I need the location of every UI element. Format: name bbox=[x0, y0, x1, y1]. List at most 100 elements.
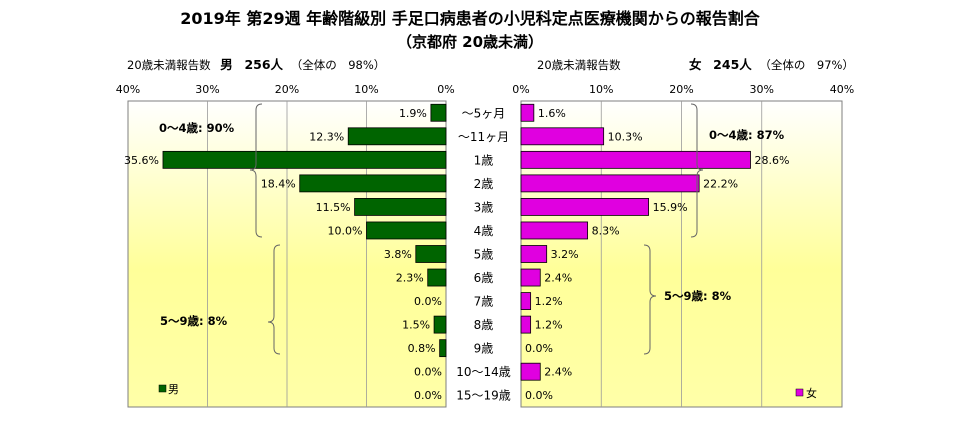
male-bar bbox=[415, 245, 447, 263]
female-legend-label: 女 bbox=[806, 386, 817, 400]
male-bar bbox=[427, 268, 447, 287]
female-bar bbox=[520, 127, 605, 146]
female-data-label: 15.9% bbox=[653, 201, 688, 214]
age-category-label: 1歳 bbox=[474, 153, 494, 167]
age-category-label: 8歳 bbox=[474, 318, 494, 332]
left-header-share: （全体の 98%） bbox=[291, 58, 386, 72]
left-tick-label: 30% bbox=[195, 83, 219, 96]
male-data-label: 0.0% bbox=[414, 295, 442, 308]
age-category-label: 2歳 bbox=[474, 177, 494, 191]
left-header-count: 256人 bbox=[244, 57, 283, 72]
age-category-label: ～11ヶ月 bbox=[458, 130, 509, 144]
female-bar bbox=[520, 245, 548, 263]
female-data-label: 1.2% bbox=[535, 295, 563, 308]
chart-title: 2019年 第29週 年齢階級別 手足口病患者の小児科定点医療機関からの報告割合 bbox=[180, 9, 761, 28]
male-bar bbox=[347, 127, 447, 146]
male-bar bbox=[366, 221, 447, 240]
male-bar bbox=[162, 150, 447, 169]
age-category-label: 4歳 bbox=[474, 224, 494, 238]
male-data-label: 3.8% bbox=[384, 248, 412, 261]
female-bar bbox=[520, 174, 700, 193]
female-legend-swatch bbox=[795, 388, 804, 397]
male-data-label: 0.0% bbox=[414, 389, 442, 402]
left-brace-5-9 bbox=[267, 244, 281, 355]
age-category-label: 5歳 bbox=[474, 248, 494, 262]
age-category-label: 10～14歳 bbox=[456, 365, 511, 379]
male-data-label: 1.9% bbox=[399, 107, 427, 120]
male-data-label: 1.5% bbox=[402, 319, 430, 332]
right-header-share: （全体の 97%） bbox=[759, 58, 854, 72]
female-data-label: 10.3% bbox=[608, 130, 643, 143]
left-header-sex: 男 bbox=[220, 57, 233, 72]
female-data-label: 28.6% bbox=[755, 154, 790, 167]
right-header-count: 245人 bbox=[713, 57, 752, 72]
right-brace-0-4 bbox=[690, 103, 704, 238]
male-legend-swatch bbox=[158, 384, 167, 393]
right-tick-label: 30% bbox=[750, 83, 774, 96]
male-bar bbox=[430, 103, 447, 122]
male-data-label: 12.3% bbox=[309, 130, 344, 143]
male-data-label: 2.3% bbox=[396, 272, 424, 285]
left-brace-0-4 bbox=[249, 103, 263, 238]
female-data-label: 2.4% bbox=[544, 272, 572, 285]
age-category-label: ～5ヶ月 bbox=[462, 106, 506, 120]
female-bar bbox=[520, 150, 751, 169]
female-data-label: 0.0% bbox=[525, 342, 553, 355]
female-data-labels: 1.6% 10.3% 28.6% 22.2% 15.9% 8.3% 3.2% 2.4% 1.2%… bbox=[525, 107, 789, 402]
left-tick-labels: 40% 30% 20% 10% 0% bbox=[116, 83, 455, 96]
left-header-prefix: 20歳未満報告数 bbox=[127, 58, 211, 72]
left-group-label-0-4: 0～4歳: 90% bbox=[159, 121, 235, 135]
age-category-label: 3歳 bbox=[474, 200, 494, 214]
age-category-label: 6歳 bbox=[474, 271, 494, 285]
age-category-label: 15～19歳 bbox=[456, 389, 511, 403]
age-category-labels: ～5ヶ月 ～11ヶ月 1歳 2歳 3歳 4歳 5歳 6歳 7歳 8歳 9歳 10～14歳 15～19歳 bbox=[456, 106, 511, 402]
female-bar bbox=[520, 362, 541, 381]
male-data-label: 11.5% bbox=[316, 201, 351, 214]
right-tick-label: 10% bbox=[589, 83, 613, 96]
right-tick-label: 40% bbox=[830, 83, 854, 96]
male-series bbox=[162, 103, 447, 358]
male-data-label: 35.6% bbox=[124, 154, 159, 167]
female-data-label: 1.2% bbox=[535, 319, 563, 332]
male-bar bbox=[299, 174, 447, 193]
female-bar bbox=[520, 268, 541, 287]
male-data-label: 18.4% bbox=[261, 177, 296, 190]
female-data-label: 2.4% bbox=[544, 366, 572, 379]
left-tick-label: 10% bbox=[354, 83, 378, 96]
female-data-label: 22.2% bbox=[703, 177, 738, 190]
male-bar bbox=[354, 198, 447, 216]
age-category-label: 7歳 bbox=[474, 295, 494, 309]
age-category-label: 9歳 bbox=[474, 342, 494, 356]
right-tick-labels: 0% 10% 20% 30% 40% bbox=[512, 83, 854, 96]
right-group-label-5-9: 5～9歳: 8% bbox=[664, 289, 732, 303]
left-tick-label: 40% bbox=[116, 83, 140, 96]
chart-subtitle: （京都府 20歳未満） bbox=[397, 33, 543, 51]
female-bar bbox=[520, 103, 535, 122]
right-brace-5-9 bbox=[643, 244, 657, 355]
right-header: 女 245人 （全体の 97%） bbox=[689, 57, 854, 72]
left-tick-label: 0% bbox=[437, 83, 454, 96]
left-header: 20歳未満報告数 男 256人 （全体の 98%） bbox=[127, 57, 385, 72]
left-group-label-5-9: 5～9歳: 8% bbox=[160, 314, 228, 328]
right-tick-label: 0% bbox=[512, 83, 529, 96]
male-data-label: 10.0% bbox=[328, 224, 363, 237]
right-tick-label: 20% bbox=[669, 83, 693, 96]
female-data-label: 8.3% bbox=[592, 224, 620, 237]
female-data-label: 3.2% bbox=[551, 248, 579, 261]
female-data-label: 1.6% bbox=[538, 107, 566, 120]
right-header-sex: 女 bbox=[689, 57, 702, 72]
male-legend-label: 男 bbox=[168, 383, 179, 396]
left-tick-label: 20% bbox=[275, 83, 299, 96]
male-data-labels: 1.9% 12.3% 35.6% 18.4% 11.5% 10.0% 3.8% 2.3% 0.0… bbox=[124, 107, 442, 402]
right-header-prefix: 20歳未満報告数 bbox=[537, 58, 621, 72]
female-series bbox=[520, 103, 751, 381]
male-bar bbox=[433, 315, 447, 334]
right-group-label-0-4: 0～4歳: 87% bbox=[709, 128, 785, 142]
female-bar bbox=[520, 221, 589, 240]
female-bar bbox=[520, 198, 649, 216]
female-bar bbox=[520, 315, 532, 334]
male-data-label: 0.0% bbox=[414, 366, 442, 379]
female-bar bbox=[520, 292, 532, 310]
